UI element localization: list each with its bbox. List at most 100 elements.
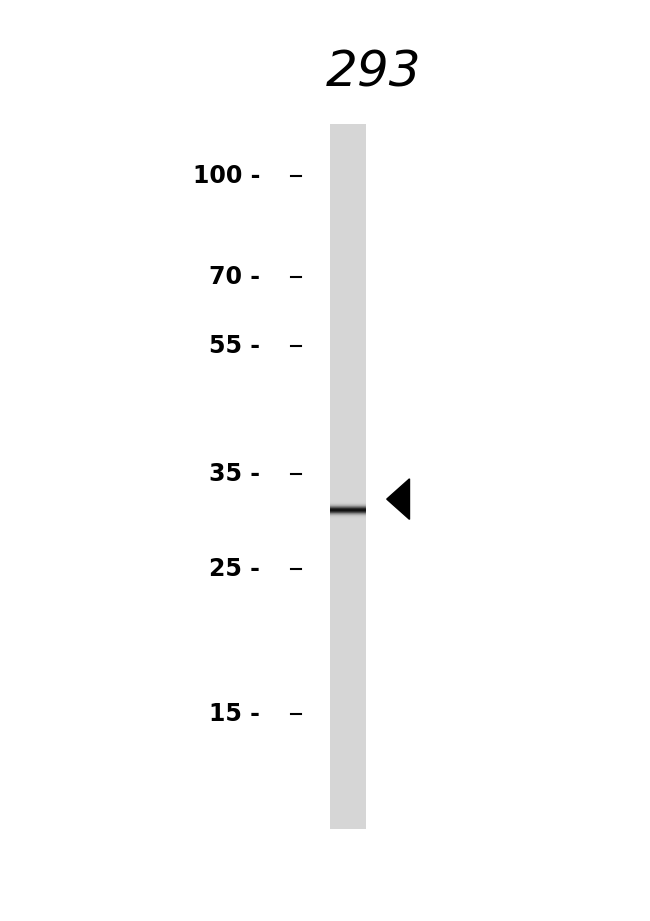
Bar <box>330 493 366 495</box>
Bar <box>330 221 366 223</box>
Bar <box>330 256 366 258</box>
Bar <box>330 326 366 329</box>
Bar <box>330 427 366 429</box>
Bar <box>330 397 366 399</box>
Bar <box>330 376 366 378</box>
Bar <box>330 812 366 815</box>
Bar <box>330 265 366 268</box>
Bar <box>330 507 366 509</box>
Bar <box>330 636 366 638</box>
Bar <box>330 286 366 289</box>
Bar <box>330 273 366 274</box>
Bar <box>330 500 366 503</box>
Bar <box>330 251 366 253</box>
Bar <box>330 612 366 615</box>
Text: 293: 293 <box>326 49 422 97</box>
Bar <box>330 585 366 587</box>
Bar <box>330 167 366 169</box>
Bar <box>330 200 366 202</box>
Bar <box>330 355 366 356</box>
Bar <box>330 717 366 718</box>
Bar <box>330 726 366 728</box>
Bar <box>330 367 366 368</box>
Bar <box>330 552 366 554</box>
Bar <box>330 143 366 146</box>
Bar <box>330 274 366 277</box>
Bar <box>330 315 366 317</box>
Bar <box>330 503 366 505</box>
Bar <box>330 284 366 286</box>
Bar <box>330 794 366 796</box>
Bar <box>330 785 366 787</box>
Bar <box>330 526 366 529</box>
Bar <box>330 138 366 141</box>
Bar <box>330 383 366 385</box>
Bar <box>330 497 366 500</box>
Polygon shape <box>387 479 410 519</box>
Bar <box>330 356 366 359</box>
Bar <box>330 723 366 726</box>
Bar <box>330 202 366 204</box>
Bar <box>330 127 366 129</box>
Bar <box>330 550 366 552</box>
Bar <box>330 803 366 805</box>
Bar <box>330 289 366 291</box>
Bar <box>330 697 366 700</box>
Bar <box>330 770 366 773</box>
Bar <box>330 782 366 785</box>
Bar <box>330 512 366 514</box>
Bar <box>330 529 366 530</box>
Bar <box>330 472 366 474</box>
Bar <box>330 484 366 486</box>
Bar <box>330 756 366 759</box>
Bar <box>330 164 366 167</box>
Bar <box>330 179 366 181</box>
Bar <box>330 761 366 764</box>
Bar <box>330 209 366 211</box>
Bar <box>330 655 366 658</box>
Bar <box>330 624 366 627</box>
Bar <box>330 462 366 465</box>
Bar <box>330 702 366 705</box>
Bar <box>330 244 366 247</box>
Bar <box>330 300 366 303</box>
Bar <box>330 195 366 197</box>
Bar <box>330 824 366 826</box>
Bar <box>330 406 366 409</box>
Bar <box>330 347 366 350</box>
Bar <box>330 648 366 650</box>
Bar <box>330 291 366 294</box>
Bar <box>330 296 366 298</box>
Bar <box>330 124 366 127</box>
Bar <box>330 429 366 432</box>
Bar <box>330 477 366 479</box>
Bar <box>330 309 366 312</box>
Bar <box>330 192 366 195</box>
Bar <box>330 601 366 603</box>
Bar <box>330 439 366 441</box>
Bar <box>330 517 366 519</box>
Bar <box>330 705 366 706</box>
Bar <box>330 540 366 542</box>
Bar <box>330 239 366 242</box>
Bar <box>330 691 366 693</box>
Bar <box>330 773 366 775</box>
Bar <box>330 685 366 688</box>
Bar <box>330 157 366 159</box>
Bar <box>330 542 366 544</box>
Bar <box>330 206 366 209</box>
Bar <box>330 155 366 157</box>
Bar <box>330 521 366 523</box>
Bar <box>330 491 366 493</box>
Bar <box>330 735 366 738</box>
Bar <box>330 709 366 711</box>
Bar <box>330 688 366 691</box>
Bar <box>330 465 366 467</box>
Bar <box>330 230 366 232</box>
Bar <box>330 765 366 768</box>
Bar <box>330 665 366 667</box>
Bar <box>330 418 366 420</box>
Bar <box>330 350 366 352</box>
Bar <box>330 603 366 606</box>
Bar <box>330 343 366 345</box>
